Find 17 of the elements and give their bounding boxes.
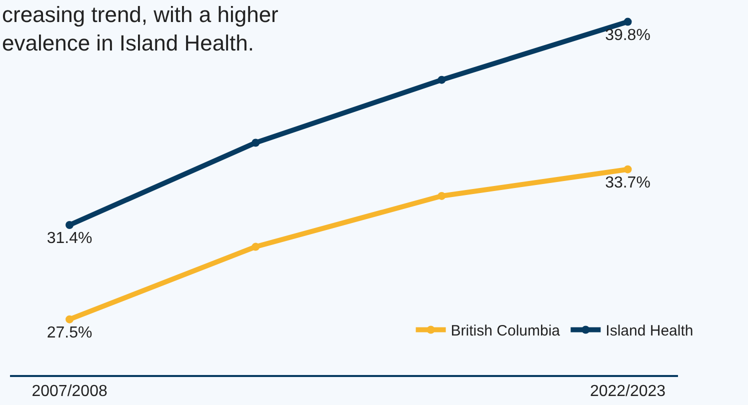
point (252, 242, 260, 251)
x-tick-label: 2022/2023 (590, 383, 666, 400)
point (438, 76, 446, 84)
text: creasing trend, with a higher evalence in Island Health. (2, 2, 278, 56)
point (66, 315, 74, 324)
data-label: 31.4% (46, 230, 92, 247)
data-label: 39.8% (605, 26, 650, 44)
data-label: 27.5% (46, 324, 92, 342)
point (438, 192, 446, 200)
point (66, 221, 74, 229)
data-label: 33.7% (605, 174, 650, 192)
x-tick-label: 2007/2008 (32, 383, 108, 400)
legend-label: British Columbia (450, 322, 561, 340)
point (252, 138, 260, 147)
point (624, 18, 632, 26)
legend-label: Island Health (606, 322, 694, 340)
point (624, 165, 632, 174)
